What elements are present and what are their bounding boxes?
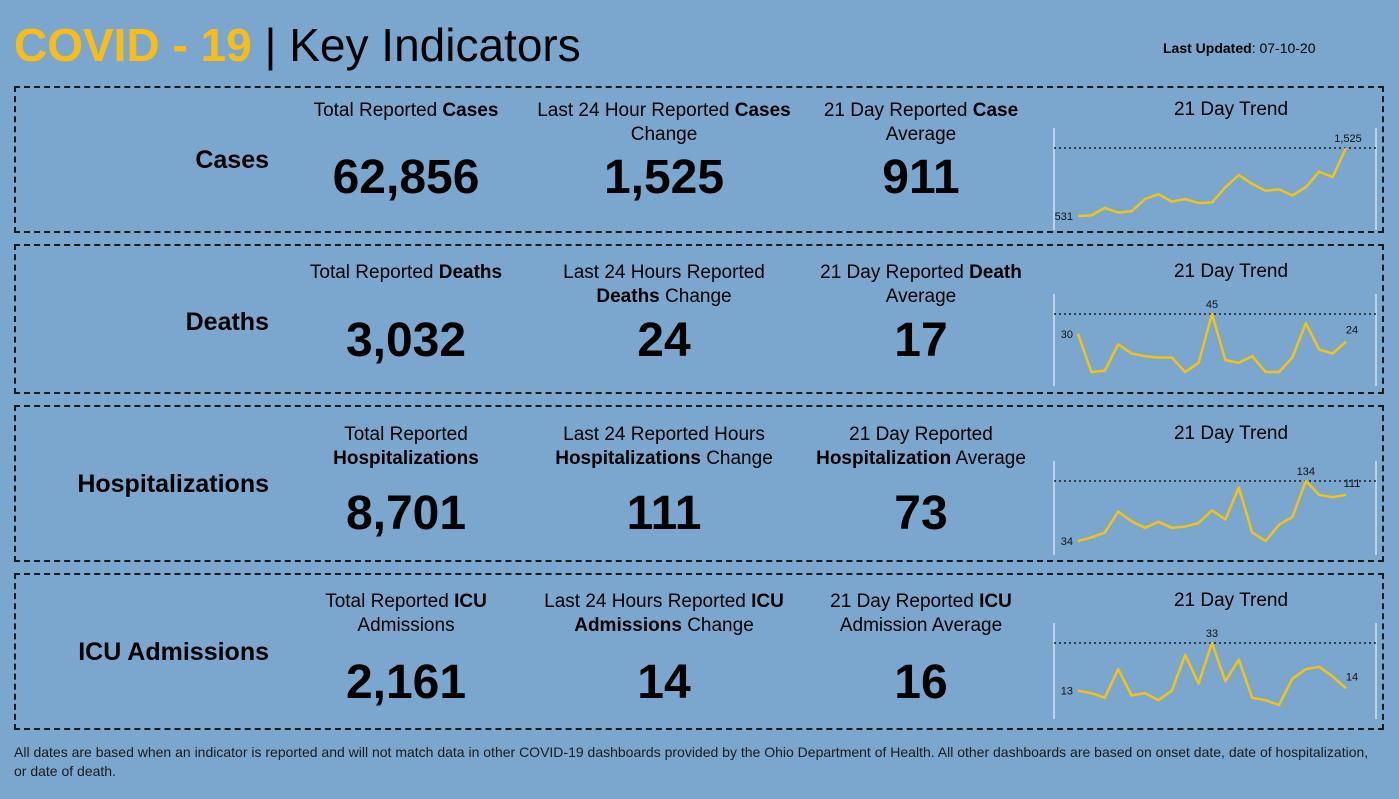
trend-line <box>1077 641 1347 707</box>
average-header-pre: 21 Day Reported <box>820 262 970 283</box>
change-header-pre: Last 24 Reported Hours <box>563 424 771 445</box>
average-header-pre: 21 Day Reported <box>823 100 973 121</box>
change-value: 111 <box>626 487 702 540</box>
average-header: 21 Day Reported Hospitalization Average <box>791 423 1051 471</box>
change-header-pre: Last 24 Hours Reported <box>563 262 771 283</box>
average-header-post: Average <box>885 100 1024 145</box>
total-value: 8,701 <box>345 487 467 540</box>
page-title: COVID - 19 | Key Indicators <box>14 18 581 72</box>
total-header-bold: Deaths <box>438 262 503 283</box>
change-header-post: Change <box>659 286 732 307</box>
trend-title: 21 Day Trend <box>1173 261 1289 282</box>
total-header-bold: Hospitalizations <box>333 448 479 469</box>
change-header-pre: Last 24 Hours Reported <box>544 591 752 612</box>
average-header-bold: Hospitalization <box>816 448 952 469</box>
total-value: 3,032 <box>345 314 467 367</box>
trend-first-label: 34 <box>1061 536 1073 548</box>
total-value: 2,161 <box>345 656 467 709</box>
last-updated: Last Updated: 07-10-20 <box>1163 40 1316 56</box>
title-separator: | <box>251 19 290 71</box>
change-header: Last 24 Hours Reported Deaths Change <box>534 261 794 309</box>
average-header-bold: Death <box>969 262 1022 283</box>
panel-icu-admissions: ICU Admissions Total Reported ICU Admissi… <box>14 573 1384 730</box>
change-header-bold: Deaths <box>596 286 660 307</box>
total-header-pre: Total Reported <box>309 262 439 283</box>
trend-line <box>1077 147 1348 218</box>
title-highlight: COVID - 19 <box>14 19 252 71</box>
total-header-bold: ICU <box>454 591 487 612</box>
total-header-post: Admissions <box>357 591 493 636</box>
average-header-bold: Case <box>972 100 1019 121</box>
panel-hospitalizations: Hospitalizations Total Reported Hospitali… <box>14 405 1384 562</box>
total-value: 62,856 <box>332 151 480 204</box>
trend-max-label: 1,525 <box>1334 133 1362 145</box>
total-header: Total Reported Cases <box>276 99 536 123</box>
trend-title: 21 Day Trend <box>1173 99 1289 120</box>
total-header-pre: Total Reported <box>325 591 455 612</box>
row-label: Hospitalizations <box>77 470 269 498</box>
total-header: Total Reported Hospitalizations <box>276 423 536 471</box>
footer-note: All dates are based when an indicator is… <box>14 744 1369 779</box>
trend-last-label: 14 <box>1346 671 1358 683</box>
average-value: 911 <box>882 151 960 204</box>
average-header: 21 Day Reported ICU Admission Average <box>791 590 1051 638</box>
average-header: 21 Day Reported Case Average <box>791 99 1051 147</box>
title-rest: Key Indicators <box>289 19 581 71</box>
trend-sparkline: 34 134 111 <box>1053 461 1377 555</box>
trend-first-label: 30 <box>1061 329 1073 341</box>
change-header-bold: Cases <box>734 100 791 121</box>
average-header-bold: ICU <box>979 591 1012 612</box>
trend-line <box>1076 312 1347 374</box>
trend-title: 21 Day Trend <box>1173 590 1289 611</box>
trend-sparkline: 531 1,525 <box>1053 128 1377 230</box>
change-header: Last 24 Reported Hours Hospitalizations … <box>534 423 794 471</box>
total-header-pre: Total Reported <box>313 100 443 121</box>
change-header-pre: Last 24 Hour Reported <box>537 100 735 121</box>
total-header-pre: Total Reported <box>344 424 474 445</box>
panel-deaths: Deaths Total Reported Deaths 3,032 Last 24 … <box>14 244 1384 394</box>
average-header-pre: 21 Day Reported <box>830 591 980 612</box>
change-header-post: Change <box>681 615 754 636</box>
trend-max-label: 134 <box>1297 466 1315 478</box>
trend-sparkline: 30 45 24 <box>1053 294 1377 386</box>
change-header: Last 24 Hour Reported Cases Change <box>534 99 794 147</box>
trend-sparkline: 13 33 14 <box>1053 623 1377 719</box>
row-label: Deaths <box>185 308 269 336</box>
row-label: Cases <box>195 146 269 174</box>
change-value: 1,525 <box>603 151 725 204</box>
average-value: 17 <box>894 314 948 367</box>
change-header: Last 24 Hours Reported ICU Admissions Ch… <box>534 590 794 638</box>
average-header-post: Average <box>951 448 1026 469</box>
row-label: ICU Admissions <box>78 638 269 666</box>
total-header: Total Reported ICU Admissions <box>276 590 536 638</box>
trend-last-label: 111 <box>1344 478 1361 490</box>
average-value: 16 <box>894 656 948 709</box>
change-header-bold: Hospitalizations <box>555 448 701 469</box>
average-header-post: Admission Average <box>839 591 1018 636</box>
trend-max-label: 33 <box>1206 628 1218 640</box>
average-header-pre: 21 Day Reported <box>849 424 999 445</box>
average-value: 73 <box>894 487 948 540</box>
last-updated-value: : 07-10-20 <box>1251 40 1316 56</box>
change-header-post: Change <box>700 448 773 469</box>
trend-last-label: 24 <box>1346 325 1358 337</box>
change-value: 24 <box>637 314 691 367</box>
trend-first-label: 13 <box>1061 686 1073 698</box>
trend-line <box>1077 479 1347 543</box>
trend-max-label: 45 <box>1206 299 1218 311</box>
panel-cases: Cases Total Reported Cases 62,856 Last 24 H… <box>14 86 1384 233</box>
total-header: Total Reported Deaths <box>276 261 536 285</box>
change-value: 14 <box>637 656 691 709</box>
trend-first-label: 531 <box>1055 211 1073 223</box>
average-header-post: Average <box>885 262 1028 307</box>
trend-title: 21 Day Trend <box>1173 423 1289 444</box>
last-updated-label: Last Updated <box>1163 40 1252 56</box>
total-header-bold: Cases <box>442 100 499 121</box>
change-header-bold: ICU Admissions <box>574 591 789 636</box>
change-header-post: Change <box>630 100 797 145</box>
average-header: 21 Day Reported Death Average <box>791 261 1051 309</box>
